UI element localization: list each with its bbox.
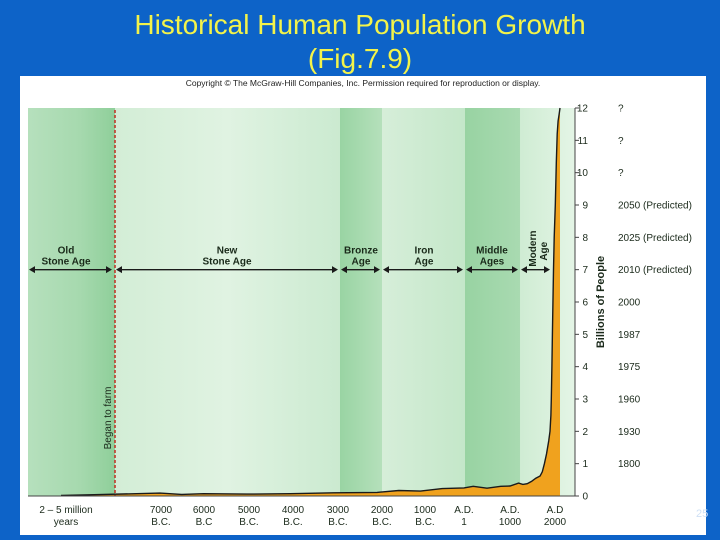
arrow-new-stone-age-left-head — [116, 266, 122, 274]
began-to-farm-annotation: Began to farm — [103, 387, 114, 450]
era-modern-age-line1: Modern — [528, 231, 539, 267]
population-line — [60, 107, 561, 497]
arrow-middle-ages-right-head — [512, 266, 518, 274]
band-bronze-age — [340, 108, 382, 496]
arrow-old-stone-age-right-head — [106, 266, 112, 274]
y-tick-label: 4 — [582, 362, 588, 373]
era-new-stone-age-line1: New — [217, 246, 238, 257]
year-label: 2025 (Predicted) — [618, 233, 692, 244]
x-tick-label-line1: 4000 — [282, 505, 305, 516]
year-label: ? — [618, 136, 624, 147]
x-tick-label-line1: A.D — [547, 505, 564, 516]
x-tick-label-line2: B.C. — [151, 517, 170, 528]
x-tick-label-line1: 6000 — [193, 505, 216, 516]
x-tick-label-line2: 2000 — [544, 517, 567, 528]
slide-title-line1: Historical Human Population Growth — [134, 9, 586, 40]
y-tick-label: 5 — [582, 330, 588, 341]
slide-title: Historical Human Population Growth (Fig.… — [0, 8, 720, 76]
arrow-bronze-age-right-head — [374, 266, 380, 274]
year-label: 1987 — [618, 330, 641, 341]
x-tick-label-line2: B.C. — [372, 517, 391, 528]
arrow-old-stone-age-left-head — [29, 266, 35, 274]
band-iron-age — [382, 108, 465, 496]
era-middle-ages-line2: Ages — [480, 257, 505, 268]
copyright-notice: Copyright © The McGraw-Hill Companies, I… — [185, 78, 541, 88]
x-tick-label-line1: A.D. — [454, 505, 473, 516]
era-old-stone-age-line1: Old — [58, 246, 75, 257]
arrow-iron-age-right-head — [457, 266, 463, 274]
year-label: 2010 (Predicted) — [618, 265, 692, 276]
x-tick-label-line2: years — [54, 517, 78, 528]
era-new-stone-age-line2: Stone Age — [202, 257, 252, 268]
year-label: 1975 — [618, 362, 641, 373]
tick-label-strip — [20, 497, 706, 535]
era-modern-age: Modern Age — [528, 231, 550, 267]
x-tick-label-line1: A.D. — [500, 505, 519, 516]
year-label: 1960 — [618, 395, 641, 406]
y-tick-label: 10 — [577, 168, 589, 179]
x-tick-label-line2: 1000 — [499, 517, 522, 528]
arrow-iron-age-left-head — [383, 266, 389, 274]
era-middle-ages-line1: Middle — [476, 246, 508, 257]
year-label: 1800 — [618, 459, 641, 470]
slide-number: 25 — [696, 508, 709, 520]
y-axis-title-text: Billions of People — [595, 256, 607, 348]
year-label: 1930 — [618, 427, 641, 438]
band-middle-ages — [465, 108, 520, 496]
arrow-modern-age-left-head — [521, 266, 527, 274]
era-bronze-age-line1: Bronze — [344, 246, 378, 257]
arrow-middle-ages-left-head — [466, 266, 472, 274]
y-tick-label: 0 — [582, 492, 588, 503]
era-iron-age-line2: Age — [415, 257, 434, 268]
slide-title-line2: (Fig.7.9) — [307, 43, 413, 74]
y-tick-label: 11 — [578, 136, 589, 147]
x-tick-label-line2: B.C. — [328, 517, 347, 528]
x-tick-label-line2: B.C — [196, 517, 213, 528]
figure-panel: Old Stone Age New Stone Age Bronze Age Iron Age… — [20, 76, 706, 535]
x-tick-label-line1: 7000 — [150, 505, 173, 516]
x-tick-label-line1: 5000 — [238, 505, 261, 516]
band-new-stone-age — [115, 108, 340, 496]
y-tick-label: 7 — [582, 265, 588, 276]
x-tick-label-line1: 2000 — [371, 505, 394, 516]
era-old-stone-age-line2: Stone Age — [41, 257, 91, 268]
x-tick-label-line2: B.C. — [415, 517, 434, 528]
y-tick-label: 1 — [582, 459, 588, 470]
x-tick-label-line1: 3000 — [327, 505, 350, 516]
band-modern-age — [520, 108, 575, 496]
began-to-farm-label: Began to farm — [103, 387, 114, 450]
y-tick-label: 2 — [582, 427, 588, 438]
arrow-new-stone-age-right-head — [332, 266, 338, 274]
era-modern-age-line2: Age — [539, 241, 550, 260]
year-label: 2050 (Predicted) — [618, 201, 692, 212]
x-tick-label-line2: B.C. — [283, 517, 302, 528]
arrow-bronze-age-left-head — [341, 266, 347, 274]
y-tick-label: 9 — [582, 201, 588, 212]
x-tick-label-line2: 1 — [461, 517, 467, 528]
x-tick-label-line1: 2 – 5 million — [39, 505, 92, 516]
arrow-modern-age-right-head — [544, 266, 550, 274]
y-tick-label: 6 — [582, 298, 588, 309]
x-tick-label-line2: B.C. — [239, 517, 258, 528]
band-old-stone-age — [28, 108, 115, 496]
year-label: ? — [618, 104, 624, 115]
era-bronze-age-line2: Age — [352, 257, 371, 268]
era-iron-age-line1: Iron — [415, 246, 434, 257]
y-tick-label: 8 — [582, 233, 588, 244]
x-tick-label-line1: 1000 — [414, 505, 437, 516]
y-tick-label: 3 — [582, 395, 588, 406]
y-axis-title: Billions of People — [595, 256, 607, 348]
y-tick-label: 12 — [577, 104, 589, 115]
year-label: 2000 — [618, 298, 641, 309]
year-label: ? — [618, 168, 624, 179]
